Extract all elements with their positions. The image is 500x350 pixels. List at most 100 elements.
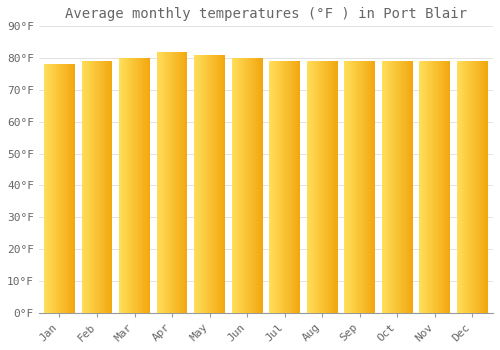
Bar [354, 61, 355, 313]
Bar [464, 61, 466, 313]
Bar [148, 58, 149, 313]
Bar [440, 61, 441, 313]
Bar [50, 64, 51, 313]
Bar [130, 58, 132, 313]
Bar [57, 64, 58, 313]
Bar [241, 58, 242, 313]
Bar [391, 61, 392, 313]
Bar [72, 64, 74, 313]
Bar [358, 61, 359, 313]
Bar [222, 55, 224, 313]
Bar [350, 61, 352, 313]
Bar [146, 58, 147, 313]
Bar [200, 55, 201, 313]
Bar [201, 55, 202, 313]
Bar [236, 58, 237, 313]
Bar [273, 61, 274, 313]
Bar [174, 52, 175, 313]
Bar [472, 61, 473, 313]
Bar [104, 61, 106, 313]
Bar [352, 61, 353, 313]
Bar [215, 55, 216, 313]
Bar [274, 61, 276, 313]
Bar [332, 61, 333, 313]
Bar [432, 61, 434, 313]
Bar [196, 55, 198, 313]
Bar [160, 52, 162, 313]
Bar [466, 61, 467, 313]
Bar [399, 61, 400, 313]
Bar [128, 58, 129, 313]
Bar [84, 61, 86, 313]
Bar [405, 61, 406, 313]
Bar [221, 55, 222, 313]
Bar [462, 61, 463, 313]
Bar [420, 61, 421, 313]
Bar [106, 61, 107, 313]
Bar [486, 61, 487, 313]
Bar [298, 61, 300, 313]
Bar [180, 52, 182, 313]
Bar [370, 61, 372, 313]
Bar [216, 55, 218, 313]
Bar [48, 64, 50, 313]
Bar [44, 64, 45, 313]
Bar [388, 61, 389, 313]
Bar [90, 61, 91, 313]
Bar [374, 61, 375, 313]
Bar [290, 61, 291, 313]
Bar [319, 61, 320, 313]
Bar [129, 58, 130, 313]
Bar [478, 61, 480, 313]
Bar [244, 58, 245, 313]
Bar [124, 58, 126, 313]
Bar [460, 61, 461, 313]
Bar [468, 61, 469, 313]
Bar [446, 61, 447, 313]
Bar [326, 61, 327, 313]
Bar [324, 61, 326, 313]
Bar [234, 58, 235, 313]
Bar [133, 58, 134, 313]
Bar [195, 55, 196, 313]
Bar [309, 61, 310, 313]
Bar [389, 61, 390, 313]
Bar [329, 61, 330, 313]
Bar [162, 52, 163, 313]
Bar [436, 61, 437, 313]
Bar [45, 64, 46, 313]
Bar [184, 52, 185, 313]
Bar [214, 55, 215, 313]
Bar [111, 61, 112, 313]
Bar [108, 61, 110, 313]
Bar [51, 64, 52, 313]
Bar [434, 61, 435, 313]
Bar [103, 61, 104, 313]
Bar [96, 61, 97, 313]
Bar [147, 58, 148, 313]
Bar [61, 64, 62, 313]
Bar [74, 64, 75, 313]
Bar [93, 61, 94, 313]
Bar [484, 61, 486, 313]
Bar [242, 58, 244, 313]
Bar [256, 58, 257, 313]
Bar [402, 61, 404, 313]
Bar [220, 55, 221, 313]
Bar [344, 61, 345, 313]
Bar [110, 61, 111, 313]
Bar [365, 61, 366, 313]
Bar [68, 64, 70, 313]
Bar [360, 61, 362, 313]
Bar [218, 55, 219, 313]
Bar [463, 61, 464, 313]
Bar [293, 61, 294, 313]
Bar [363, 61, 364, 313]
Bar [318, 61, 319, 313]
Bar [52, 64, 54, 313]
Bar [292, 61, 293, 313]
Bar [102, 61, 103, 313]
Bar [448, 61, 450, 313]
Bar [138, 58, 139, 313]
Bar [252, 58, 254, 313]
